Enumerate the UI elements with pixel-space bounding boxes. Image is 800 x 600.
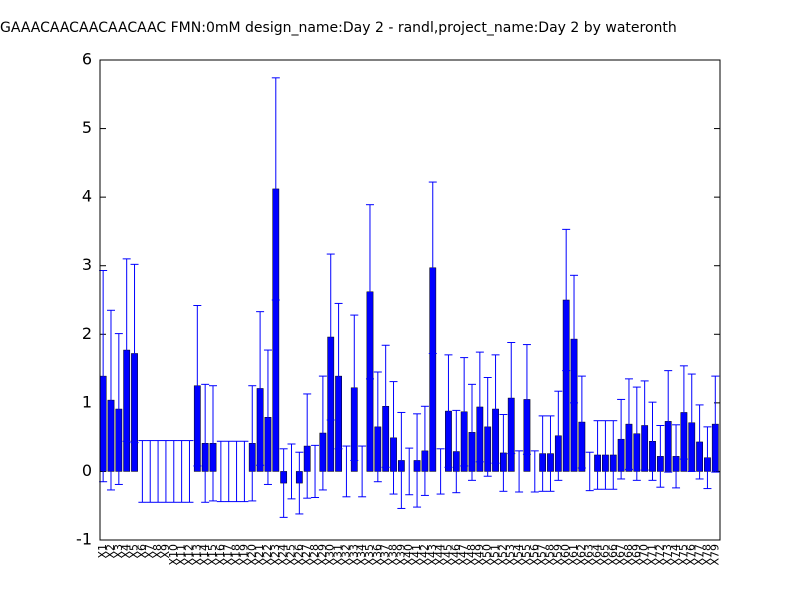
x-tick-label: X7 <box>143 544 156 559</box>
x-tick-label: X64 <box>591 544 604 566</box>
x-tick-label: X77 <box>693 544 706 566</box>
x-tick-label: X79 <box>708 544 721 566</box>
x-tick-label: X60 <box>559 544 572 566</box>
x-tick-label: X57 <box>536 544 549 566</box>
x-tick-label: X43 <box>426 544 439 566</box>
x-tick-label: X13 <box>190 544 203 566</box>
x-tick-label: X16 <box>214 544 227 566</box>
y-tick-label: 5 <box>82 118 92 137</box>
y-tick-label: 2 <box>82 324 92 343</box>
x-tick-label: X68 <box>622 544 635 566</box>
x-tick-label: X45 <box>441 544 454 566</box>
y-tick-label: -1 <box>76 530 92 549</box>
x-tick-label: X20 <box>245 544 258 566</box>
x-tick-label: X24 <box>277 544 290 566</box>
x-tick-label: X2 <box>104 544 117 559</box>
x-tick-label: X61 <box>567 544 580 566</box>
x-tick-label: X51 <box>489 544 502 566</box>
x-tick-label: X30 <box>324 544 337 566</box>
x-tick-label: X10 <box>167 544 180 566</box>
x-tick-label: X28 <box>308 544 321 566</box>
y-tick-label: 6 <box>82 50 92 69</box>
x-tick-label: X74 <box>669 544 682 566</box>
x-tick-label: X3 <box>112 544 125 559</box>
x-tick-label: X17 <box>222 544 235 566</box>
x-tick-label: X8 <box>151 544 164 559</box>
x-tick-label: X33 <box>347 544 360 566</box>
x-tick-label: X12 <box>182 544 195 566</box>
x-tick-label: X9 <box>159 544 172 559</box>
x-tick-label: X50 <box>481 544 494 566</box>
x-tick-label: X73 <box>661 544 674 566</box>
x-tick-label: X25 <box>284 544 297 566</box>
x-tick-label: X14 <box>198 544 211 566</box>
x-tick-label: X31 <box>332 544 345 566</box>
y-tick-label: 1 <box>82 392 92 411</box>
x-tick-label: X66 <box>606 544 619 566</box>
x-tick-label: X27 <box>300 544 313 566</box>
x-tick-label: X58 <box>543 544 556 566</box>
x-tick-label: X75 <box>677 544 690 566</box>
x-tick-label: X67 <box>614 544 627 566</box>
x-tick-label: X59 <box>551 544 564 566</box>
x-tick-label: X6 <box>135 544 148 559</box>
chart-title: GAAACAACAACAACAAC FMN:0mM design_name:Da… <box>0 20 677 36</box>
x-tick-label: X19 <box>237 544 250 566</box>
x-tick-label: X32 <box>339 544 352 566</box>
x-tick-label: X18 <box>230 544 243 566</box>
x-tick-label: X53 <box>504 544 517 566</box>
x-tick-label: X5 <box>128 544 141 559</box>
x-tick-label: X26 <box>292 544 305 566</box>
x-tick-label: X44 <box>434 544 447 566</box>
x-tick-label: X72 <box>653 544 666 566</box>
x-tick-label: X42 <box>418 544 431 566</box>
x-tick-label: X4 <box>120 544 133 559</box>
x-tick-label: X71 <box>646 544 659 566</box>
x-tick-label: X70 <box>638 544 651 566</box>
y-tick-label: 4 <box>82 187 92 206</box>
x-tick-label: X36 <box>371 544 384 566</box>
x-tick-label: X55 <box>520 544 533 566</box>
x-tick-label: X47 <box>457 544 470 566</box>
x-tick-label: X56 <box>528 544 541 566</box>
x-tick-label: X35 <box>363 544 376 566</box>
x-tick-label: X46 <box>449 544 462 566</box>
x-tick-label: X37 <box>379 544 392 566</box>
x-tick-label: X22 <box>261 544 274 566</box>
x-tick-label: X38 <box>387 544 400 566</box>
x-tick-label: X15 <box>206 544 219 566</box>
x-tick-label: X63 <box>583 544 596 566</box>
y-tick-label: 3 <box>82 255 92 274</box>
x-tick-label: X48 <box>465 544 478 566</box>
x-tick-label: X78 <box>700 544 713 566</box>
x-tick-label: X62 <box>575 544 588 566</box>
x-tick-label: X49 <box>473 544 486 566</box>
x-tick-label: X52 <box>496 544 509 566</box>
x-tick-label: X34 <box>355 544 368 566</box>
x-tick-label: X40 <box>402 544 415 566</box>
x-tick-label: X23 <box>269 544 282 566</box>
x-tick-label: X76 <box>685 544 698 566</box>
y-tick-label: 0 <box>82 461 92 480</box>
x-tick-label: X65 <box>598 544 611 566</box>
x-tick-label: X39 <box>394 544 407 566</box>
x-tick-label: X41 <box>410 544 423 566</box>
x-tick-label: X21 <box>253 544 266 566</box>
plot-frame <box>99 59 721 541</box>
x-tick-label: X54 <box>512 544 525 566</box>
x-tick-label: X29 <box>316 544 329 566</box>
x-tick-label: X11 <box>175 544 188 566</box>
x-tick-label: X1 <box>96 544 109 559</box>
x-tick-label: X69 <box>630 544 643 566</box>
